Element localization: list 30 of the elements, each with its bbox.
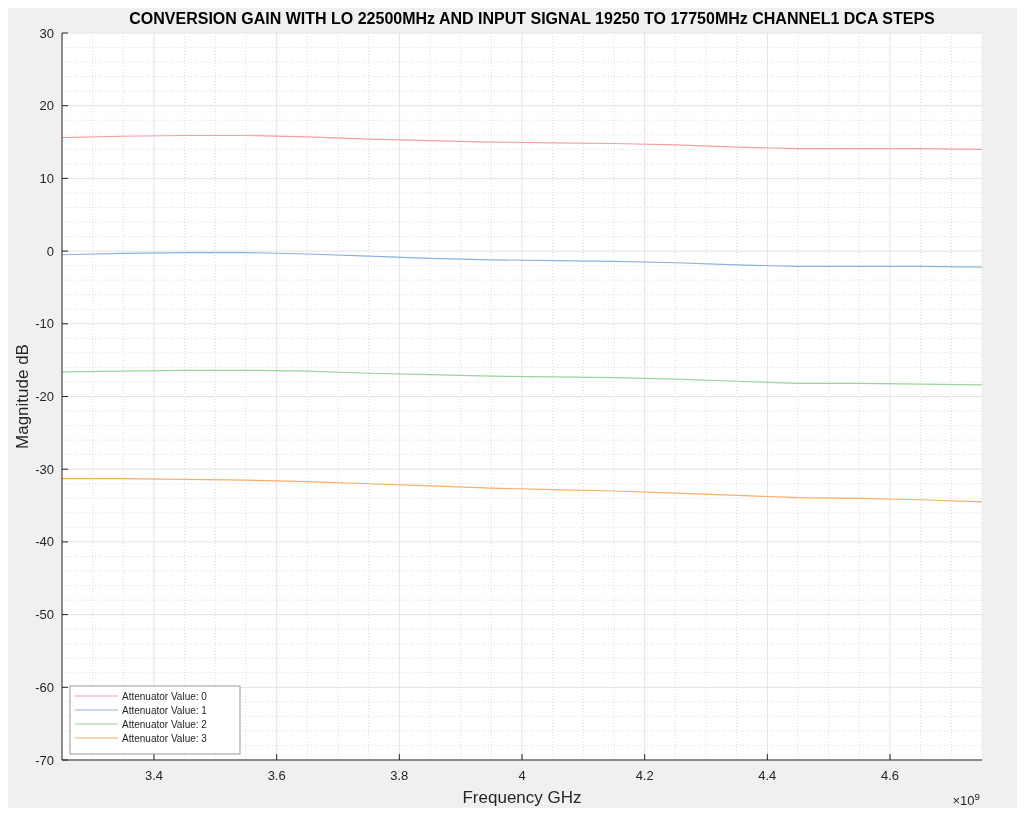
- line-series: [61, 478, 983, 503]
- chart-title: CONVERSION GAIN WITH LO 22500MHz AND INPUT SIGNAL 19250 TO 17750MHz CHANNEL1 DCA STEPS: [129, 10, 936, 27]
- y-tick-label: 20: [39, 98, 54, 114]
- x-axis-title: Frequency GHz: [462, 788, 582, 807]
- legend-label: Attenuator Value: 1: [122, 705, 208, 716]
- y-tick-label: 30: [39, 25, 54, 41]
- y-tick-label: -10: [35, 316, 54, 332]
- y-tick-label: -60: [35, 679, 54, 695]
- x-tick-label: 3.8: [390, 768, 409, 783]
- y-tick-label: 10: [39, 170, 54, 186]
- y-tick-label: -40: [35, 534, 54, 550]
- text: ×10$^{9}$: [952, 790, 980, 808]
- y-tick-label: 0: [46, 243, 54, 259]
- x-tick-label: 4.2: [635, 768, 654, 783]
- line-series: [61, 251, 983, 268]
- legend-label: Attenuator Value: 2: [122, 719, 208, 730]
- x-tick-label: 4.6: [880, 768, 900, 783]
- y-axis-title: Magnitude dB: [13, 344, 32, 449]
- x-tick-label: 4: [518, 768, 526, 783]
- legend-label: Attenuator Value: 0: [122, 691, 208, 702]
- y-tick-label: -20: [35, 389, 54, 404]
- x-tick-label: 4.4: [758, 768, 777, 783]
- y-tick-label: -70: [35, 752, 54, 768]
- y-tick-label: -30: [35, 461, 54, 477]
- line-series: [61, 369, 983, 386]
- y-tick-label: -50: [35, 607, 54, 623]
- x-tick-label: 3.4: [144, 768, 164, 783]
- legend-label: Attenuator Value: 3: [122, 733, 208, 744]
- line-series: [61, 134, 983, 150]
- x-tick-label: 3.6: [267, 768, 286, 783]
